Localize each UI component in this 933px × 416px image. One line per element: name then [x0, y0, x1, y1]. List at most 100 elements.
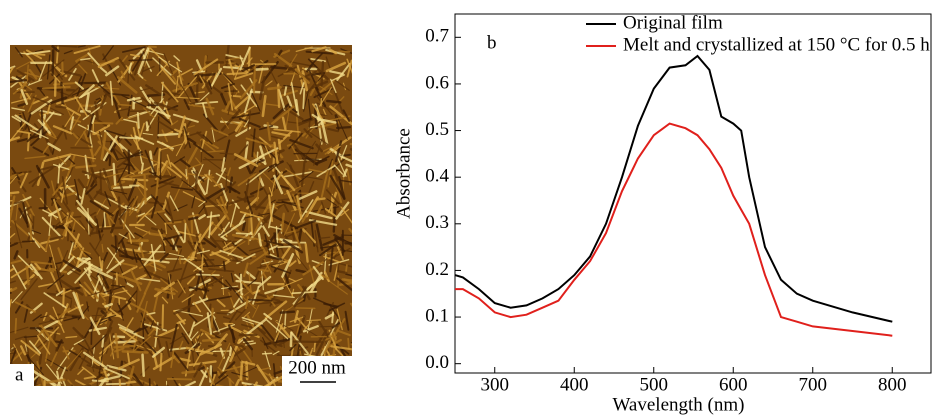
afm-fiber — [138, 163, 158, 174]
afm-fiber — [146, 311, 157, 324]
afm-fiber — [70, 153, 97, 160]
afm-fiber — [241, 291, 251, 298]
afm-fiber — [305, 50, 334, 55]
afm-fiber — [93, 199, 110, 210]
afm-fiber — [79, 248, 92, 255]
afm-fiber — [211, 374, 229, 386]
afm-fiber — [345, 273, 352, 277]
afm-fiber — [161, 81, 179, 103]
afm-fiber — [148, 378, 151, 386]
afm-fiber — [220, 117, 230, 130]
afm-fiber — [202, 102, 208, 118]
afm-fiber — [195, 273, 220, 277]
afm-fiber — [231, 371, 249, 378]
afm-fiber — [226, 71, 249, 76]
afm-fiber — [216, 130, 237, 142]
afm-fiber — [110, 93, 130, 97]
afm-fiber — [91, 346, 95, 367]
afm-fiber — [238, 212, 247, 225]
afm-fiber — [199, 368, 208, 378]
afm-fiber — [51, 146, 56, 155]
afm-fiber — [129, 172, 153, 178]
afm-fiber — [83, 281, 99, 300]
afm-fiber — [140, 155, 162, 164]
afm-fiber — [54, 224, 65, 230]
afm-fiber — [280, 246, 285, 254]
afm-fiber — [323, 251, 327, 275]
afm-fiber — [92, 360, 101, 368]
afm-fiber — [197, 91, 211, 104]
afm-fiber — [244, 296, 249, 310]
afm-fiber — [195, 233, 201, 246]
afm-fiber — [142, 65, 155, 73]
afm-fiber — [153, 335, 172, 340]
afm-fiber — [177, 115, 186, 139]
afm-fiber — [20, 88, 29, 105]
afm-fiber — [267, 162, 280, 173]
afm-fiber — [350, 342, 352, 345]
afm-fiber — [270, 176, 277, 197]
afm-fiber — [219, 221, 231, 237]
afm-fiber — [333, 164, 344, 175]
afm-fiber — [48, 214, 52, 237]
afm-fiber — [271, 214, 299, 230]
afm-fiber — [252, 286, 260, 305]
afm-fiber — [115, 107, 131, 112]
afm-fiber — [204, 150, 225, 153]
afm-fiber — [269, 225, 282, 230]
label-box — [10, 364, 34, 386]
afm-fiber — [273, 141, 279, 165]
afm-fiber — [336, 62, 351, 82]
afm-fiber — [104, 171, 125, 178]
afm-fiber — [157, 132, 179, 137]
afm-fiber — [115, 138, 124, 153]
afm-fiber — [270, 265, 291, 274]
afm-fiber — [186, 276, 196, 285]
afm-fiber — [146, 106, 171, 118]
afm-fiber — [96, 226, 124, 231]
afm-fiber — [77, 368, 84, 375]
afm-fiber — [222, 73, 234, 84]
afm-fiber — [57, 154, 71, 169]
afm-fiber — [109, 348, 115, 357]
afm-fiber — [257, 327, 277, 348]
afm-fiber — [161, 161, 170, 176]
afm-fiber — [26, 354, 44, 376]
afm-fiber — [219, 228, 232, 237]
afm-fiber — [322, 235, 344, 246]
afm-fiber — [17, 255, 39, 276]
afm-fiber — [199, 272, 207, 293]
afm-fiber — [208, 268, 235, 273]
afm-fiber — [106, 246, 120, 270]
afm-fiber — [100, 132, 107, 161]
afm-fiber — [98, 346, 104, 376]
afm-fiber — [121, 265, 138, 276]
afm-fiber — [258, 124, 274, 131]
afm-fiber — [128, 195, 139, 214]
afm-fiber — [10, 172, 25, 180]
afm-fiber — [57, 247, 66, 268]
afm-fiber — [171, 120, 179, 126]
afm-fiber — [245, 137, 273, 147]
afm-fiber — [225, 175, 228, 190]
afm-fiber — [178, 321, 192, 341]
afm-fiber — [201, 337, 226, 342]
chart: 0.0 0.1 0.2 0.3 0.4 0.5 0.6 0.7 300 400 500 600 700 8… — [393, 12, 932, 415]
afm-fiber — [86, 301, 89, 312]
afm-fiber — [132, 248, 138, 263]
afm-fiber — [297, 346, 309, 352]
afm-fiber — [171, 354, 181, 364]
afm-fiber — [128, 232, 133, 244]
afm-fiber — [61, 61, 81, 78]
afm-fiber — [10, 194, 13, 197]
afm-fiber — [312, 329, 328, 351]
afm-fiber — [224, 100, 231, 112]
afm-fiber — [55, 105, 67, 109]
afm-fiber — [254, 67, 269, 71]
afm-fiber — [334, 79, 350, 91]
afm-fiber — [210, 127, 229, 137]
afm-fiber — [268, 194, 274, 223]
afm-fiber — [268, 245, 278, 251]
afm-fiber — [238, 333, 258, 337]
afm-fiber — [143, 244, 162, 266]
